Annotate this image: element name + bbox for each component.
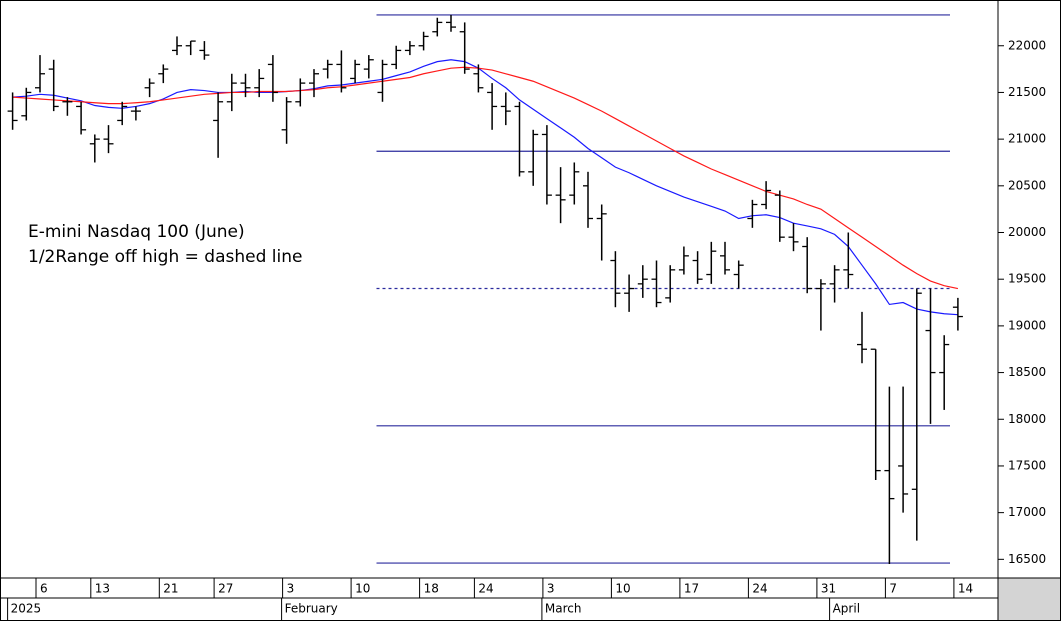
moving-average bbox=[12, 66, 959, 290]
annotation: 1/2Range off high = dashed line bbox=[28, 247, 302, 267]
y-tick-label: 20000 bbox=[1008, 225, 1046, 239]
y-tick-label: 16500 bbox=[1008, 552, 1046, 566]
x-tick-label: 17 bbox=[684, 582, 699, 596]
x-tick-label: 3 bbox=[547, 582, 555, 596]
x-tick-label: 21 bbox=[163, 582, 178, 596]
y-tick-label: 22000 bbox=[1008, 38, 1046, 52]
x-tick-label: 24 bbox=[752, 582, 767, 596]
y-tick-label: 19000 bbox=[1008, 318, 1046, 332]
x-tick-label: 10 bbox=[355, 582, 370, 596]
corner-box bbox=[998, 578, 1060, 620]
x-tick-label: 7 bbox=[889, 582, 897, 596]
y-tick-label: 21000 bbox=[1008, 132, 1046, 146]
y-tick-label: 20500 bbox=[1008, 178, 1046, 192]
annotation: E-mini Nasdaq 100 (June) bbox=[28, 222, 245, 242]
month-label: April bbox=[833, 602, 860, 616]
x-tick-label: 6 bbox=[40, 582, 48, 596]
x-tick-label: 10 bbox=[615, 582, 630, 596]
y-tick-label: 19500 bbox=[1008, 272, 1046, 286]
month-label: 2025 bbox=[11, 602, 42, 616]
moving-average bbox=[12, 59, 958, 316]
y-tick-label: 18000 bbox=[1008, 412, 1046, 426]
x-tick-label: 27 bbox=[218, 582, 233, 596]
x-tick-label: 31 bbox=[821, 582, 836, 596]
month-label: March bbox=[545, 602, 582, 616]
x-tick-label: 3 bbox=[287, 582, 295, 596]
x-tick-label: 13 bbox=[95, 582, 110, 596]
x-tick-label: 14 bbox=[958, 582, 973, 596]
x-tick-label: 24 bbox=[478, 582, 493, 596]
y-tick-label: 21500 bbox=[1008, 85, 1046, 99]
x-tick-label: 18 bbox=[424, 582, 439, 596]
month-label: February bbox=[285, 602, 338, 616]
y-tick-label: 17500 bbox=[1008, 458, 1046, 472]
y-tick-label: 17000 bbox=[1008, 505, 1046, 519]
y-tick-label: 18500 bbox=[1008, 365, 1046, 379]
